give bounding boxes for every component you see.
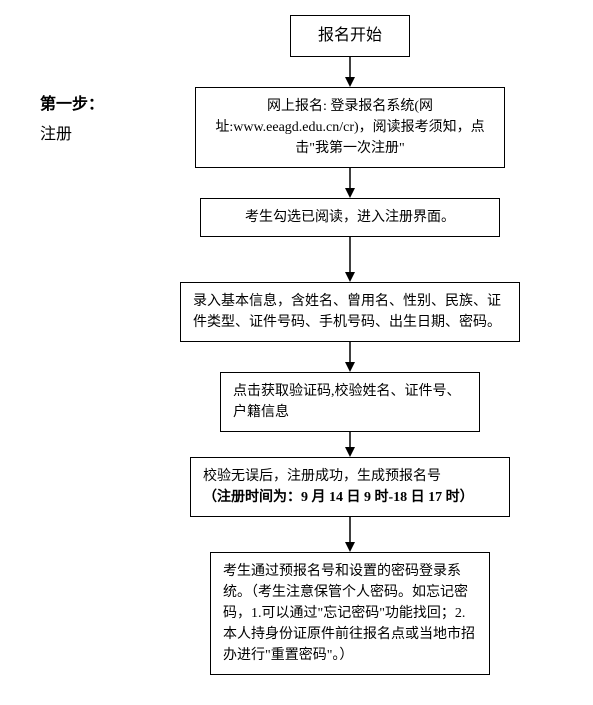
flow-node-login-system: 考生通过预报名号和设置的密码登录系统。（考生注意保管个人密码。如忘记密码，1.可…: [210, 552, 490, 675]
register-time-text: （注册时间为：9 月 14 日 9 时-18 日 17 时）: [203, 490, 474, 505]
flow-node-enter-info: 录入基本信息，含姓名、曾用名、性别、民族、证件类型、证件号码、手机号码、出生日期…: [180, 282, 520, 342]
flow-arrow: [150, 168, 550, 198]
step-name-label: 注册: [40, 120, 72, 144]
flow-arrow: [150, 517, 550, 552]
flow-node-online-register: 网上报名: 登录报名系统(网址:www.eeagd.edu.cn/cr)，阅读报…: [195, 87, 505, 168]
flow-node-confirm-read: 考生勾选已阅读，进入注册界面。: [200, 198, 500, 237]
flow-node-register-success: 校验无误后，注册成功，生成预报名号 （注册时间为：9 月 14 日 9 时-18…: [190, 457, 510, 517]
flow-node-verify-code: 点击获取验证码,校验姓名、证件号、户籍信息: [220, 372, 480, 432]
register-success-text: 校验无误后，注册成功，生成预报名号: [203, 469, 441, 484]
flow-node-start: 报名开始: [290, 15, 410, 57]
flow-arrow: [150, 432, 550, 457]
flow-arrow: [150, 237, 550, 282]
flow-arrow: [150, 342, 550, 372]
step-number-label: 第一步：: [40, 90, 104, 114]
flow-arrow: [150, 57, 550, 87]
flowchart-container: 报名开始 网上报名: 登录报名系统(网址:www.eeagd.edu.cn/cr…: [150, 15, 550, 675]
